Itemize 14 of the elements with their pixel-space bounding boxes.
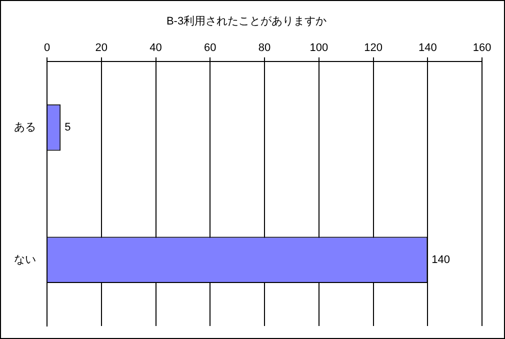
data-label: 5	[64, 122, 71, 134]
chart-title: B-3利用されたことがありますか	[166, 14, 327, 28]
x-tick-label: 40	[150, 42, 162, 54]
x-tick-label: 100	[310, 42, 328, 54]
x-tick-label: 120	[364, 42, 382, 54]
x-tick-label: 80	[258, 42, 271, 54]
x-tick-label: 140	[418, 42, 437, 54]
y-tick-label: ない	[14, 254, 36, 266]
x-tick-label: 160	[472, 42, 492, 54]
y-tick-label: ある	[14, 122, 36, 134]
x-tick-label: 60	[204, 42, 216, 54]
x-tick-label: 20	[95, 42, 108, 54]
x-tick-label: 0	[44, 42, 50, 54]
data-label: 140	[432, 254, 450, 266]
